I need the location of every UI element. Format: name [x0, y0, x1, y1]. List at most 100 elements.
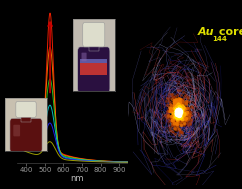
Point — [166, 97, 170, 100]
Point — [176, 113, 180, 116]
Point — [174, 111, 178, 114]
Point — [176, 112, 180, 115]
Point — [177, 112, 181, 115]
Point — [185, 111, 189, 114]
Point — [174, 111, 178, 114]
Point — [177, 107, 181, 110]
Point — [170, 129, 174, 132]
Point — [188, 111, 192, 114]
Point — [176, 111, 180, 114]
Point — [176, 111, 180, 114]
Point — [178, 112, 182, 115]
Point — [181, 90, 185, 93]
Point — [176, 112, 180, 115]
Point — [176, 109, 180, 112]
Point — [173, 119, 177, 122]
Point — [176, 111, 180, 114]
Point — [176, 112, 180, 115]
Point — [173, 132, 177, 135]
Point — [178, 99, 182, 102]
Point — [169, 128, 173, 131]
Point — [176, 111, 180, 114]
Point — [190, 106, 194, 109]
Point — [176, 112, 180, 115]
Point — [174, 101, 178, 104]
Point — [177, 111, 181, 114]
Point — [174, 101, 178, 105]
Point — [170, 109, 174, 112]
Point — [175, 108, 179, 111]
Point — [166, 115, 170, 118]
Point — [175, 120, 179, 123]
Point — [172, 116, 176, 119]
Point — [178, 109, 182, 112]
Point — [172, 106, 176, 109]
Point — [180, 106, 183, 109]
Point — [176, 115, 180, 118]
Point — [177, 105, 181, 108]
Point — [177, 110, 181, 113]
Point — [174, 102, 178, 105]
Point — [175, 98, 179, 101]
Point — [176, 127, 180, 130]
Point — [173, 123, 177, 126]
Point — [167, 107, 171, 110]
Point — [178, 107, 182, 110]
Point — [176, 110, 180, 113]
Point — [178, 115, 182, 118]
Point — [175, 112, 179, 115]
Point — [175, 121, 179, 124]
Point — [177, 110, 181, 113]
Point — [176, 111, 180, 114]
Point — [175, 98, 179, 101]
Point — [170, 118, 174, 121]
Point — [180, 113, 183, 116]
Point — [177, 109, 181, 112]
Point — [165, 97, 169, 100]
Point — [180, 111, 183, 114]
Point — [181, 118, 184, 121]
Point — [176, 113, 180, 116]
Point — [175, 109, 179, 112]
Point — [176, 107, 180, 110]
Point — [169, 104, 173, 107]
Point — [185, 107, 189, 110]
Text: core: core — [215, 27, 242, 37]
Point — [177, 112, 181, 115]
Point — [175, 110, 179, 113]
Point — [181, 122, 185, 125]
Point — [176, 111, 180, 114]
Point — [178, 107, 182, 110]
Point — [176, 112, 180, 115]
Point — [184, 112, 188, 115]
Point — [170, 124, 174, 127]
Point — [179, 113, 183, 116]
Point — [169, 106, 173, 109]
Point — [177, 111, 181, 114]
Point — [176, 111, 180, 114]
Point — [172, 117, 176, 120]
Point — [177, 110, 181, 113]
Point — [176, 108, 180, 111]
Point — [176, 98, 180, 101]
Point — [177, 110, 181, 113]
Point — [175, 117, 179, 120]
Point — [165, 109, 169, 112]
Point — [175, 113, 179, 116]
Point — [177, 111, 181, 114]
Point — [175, 128, 179, 131]
Point — [181, 107, 185, 110]
Point — [171, 99, 175, 102]
Point — [179, 113, 183, 116]
Point — [182, 109, 186, 112]
Point — [182, 113, 185, 116]
Point — [173, 111, 176, 114]
Point — [175, 117, 179, 120]
Point — [175, 113, 179, 116]
Point — [179, 129, 182, 132]
Point — [175, 110, 179, 113]
Point — [167, 99, 171, 102]
Point — [173, 113, 177, 116]
Point — [188, 112, 192, 115]
Point — [170, 97, 174, 100]
